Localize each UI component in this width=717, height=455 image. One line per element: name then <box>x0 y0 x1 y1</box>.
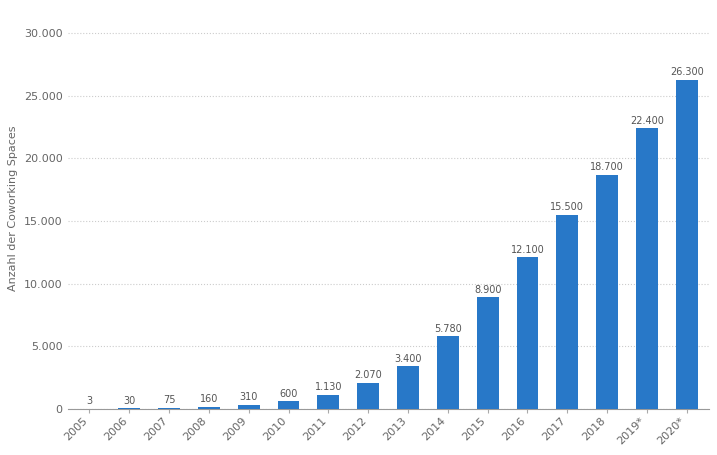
Bar <box>318 394 339 409</box>
Bar <box>516 258 538 409</box>
Text: 5.780: 5.780 <box>434 324 462 334</box>
Text: 2.070: 2.070 <box>354 370 382 380</box>
Bar <box>477 298 498 409</box>
Text: 8.900: 8.900 <box>474 285 501 295</box>
Bar <box>676 80 698 409</box>
Text: 12.100: 12.100 <box>511 245 544 255</box>
Text: 18.700: 18.700 <box>590 162 624 172</box>
Text: 15.500: 15.500 <box>551 202 584 212</box>
Bar <box>596 175 618 409</box>
Bar <box>636 128 658 409</box>
Text: 310: 310 <box>239 392 258 402</box>
Text: 75: 75 <box>163 395 175 405</box>
Text: 22.400: 22.400 <box>630 116 664 126</box>
Bar <box>198 407 220 409</box>
Text: 26.300: 26.300 <box>670 67 703 77</box>
Bar <box>437 336 459 409</box>
Bar <box>158 408 180 409</box>
Text: 160: 160 <box>200 394 218 404</box>
Bar <box>238 405 260 409</box>
Bar <box>277 401 300 409</box>
Bar <box>556 215 578 409</box>
Text: 600: 600 <box>280 389 298 399</box>
Text: 1.130: 1.130 <box>315 382 342 392</box>
Y-axis label: Anzahl der Coworking Spaces: Anzahl der Coworking Spaces <box>9 126 19 291</box>
Bar <box>357 383 379 409</box>
Bar <box>397 366 419 409</box>
Text: 3.400: 3.400 <box>394 354 422 364</box>
Text: 3: 3 <box>86 396 92 406</box>
Text: 30: 30 <box>123 396 136 406</box>
